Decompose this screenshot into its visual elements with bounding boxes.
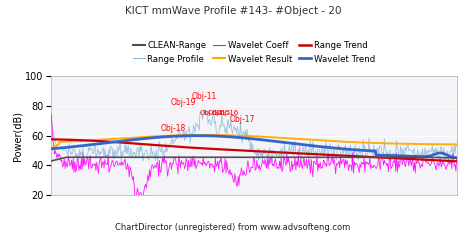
Text: Obj-17: Obj-17 [230, 115, 255, 124]
Text: Obj-19: Obj-19 [171, 98, 196, 107]
Text: Obj-14: Obj-14 [199, 110, 222, 116]
Legend: CLEAN-Range, Range Profile, Wavelet Coeff, Wavelet Result, Range Trend, Wavelet : CLEAN-Range, Range Profile, Wavelet Coef… [133, 41, 375, 64]
Text: ChartDirector (unregistered) from www.advsofteng.com: ChartDirector (unregistered) from www.ad… [116, 223, 350, 232]
Text: Obj-16: Obj-16 [215, 110, 239, 116]
Text: Obj-18: Obj-18 [161, 124, 186, 133]
Y-axis label: Power(dB): Power(dB) [13, 111, 22, 161]
Text: Obj-15: Obj-15 [207, 110, 231, 116]
Text: KICT mmWave Profile #143- #Object - 20: KICT mmWave Profile #143- #Object - 20 [125, 6, 341, 16]
Text: Obj-11: Obj-11 [191, 92, 216, 101]
